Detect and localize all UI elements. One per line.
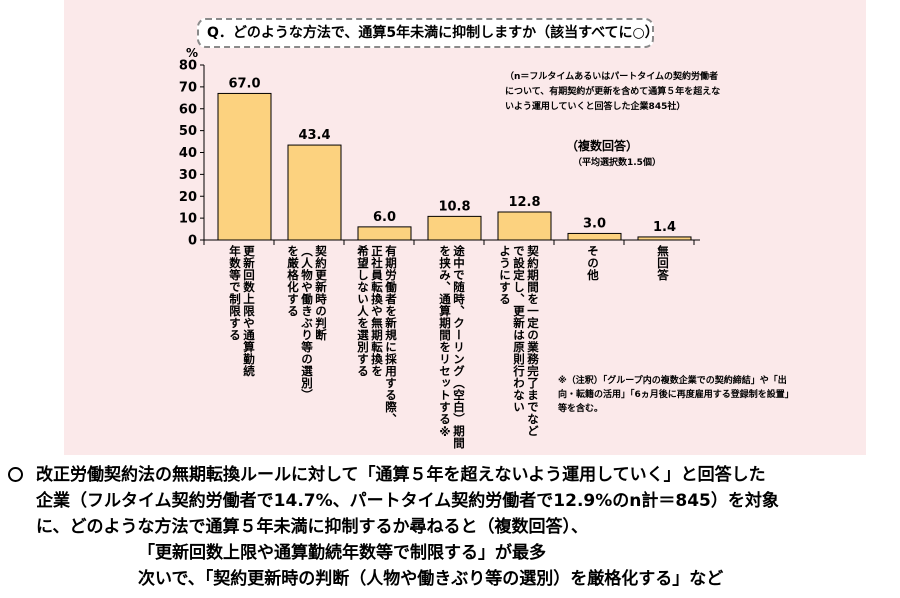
bar-value-label: 1.4: [653, 220, 676, 235]
sample-note: （n＝フルタイムあるいはパートタイムの契約労働者について、有期契約が更新を含めて…: [505, 72, 721, 112]
summary-text: 改正労働契約法の無期転換ルールに対して「通算５年を超えないよう運用していく」と回…: [8, 462, 898, 592]
summary-line-1: 改正労働契約法の無期転換ルールに対して「通算５年を超えないよう運用していく」と回…: [36, 465, 766, 485]
y-tick-label: 80: [179, 59, 197, 74]
y-tick-label: 50: [179, 124, 197, 139]
summary-line-2: 企業（フルタイム契約労働者で14.7%、パートタイム契約労働者で12.9%のn計…: [36, 491, 779, 511]
y-unit-label: %: [186, 46, 198, 60]
summary-line-5: 次いで、「契約更新時の判断（人物や働きぶり等の選別）を厳格化する」など: [138, 569, 724, 589]
category-label-6: その他: [586, 245, 600, 281]
category-label-4: 途中で随時、クーリング（空白）期間 を挟み、通算期間をリセットする※: [438, 245, 466, 449]
bullet-circle-icon: [8, 467, 23, 482]
bar-value-label: 67.0: [228, 76, 260, 91]
category-label-7: 無回答: [656, 245, 670, 281]
y-tick-label: 20: [179, 190, 197, 205]
summary-line-4: 「更新回数上限や通算勤続年数等で制限する」が最多: [138, 543, 546, 563]
multiple-answer-label: （複数回答）: [566, 139, 639, 153]
average-selections-label: （平均選択数1.5個）: [573, 158, 661, 168]
y-tick-label: 60: [179, 102, 197, 117]
y-tick-label: 0: [188, 234, 197, 249]
question-text: Q．どのような方法で、通算5年未満に抑制しますか（該当すべてに○）。: [197, 18, 654, 48]
bar: [567, 232, 622, 241]
bar-chart: 0 10 20 30 40 50 60 70 80% 67.0 43.4 6.0 10.8 12.8 3.…: [179, 46, 700, 249]
bar: [497, 211, 552, 241]
bar-value-label: 3.0: [583, 216, 606, 231]
y-tick-label: 70: [179, 80, 197, 95]
y-tick-label: 30: [179, 168, 197, 183]
bar-value-label: 10.8: [438, 199, 470, 214]
bar-value-label: 43.4: [298, 128, 330, 143]
category-label-2: 契約更新時の判断 （人物や働きぶり等の選別） を厳格化する: [286, 245, 328, 401]
bar: [427, 215, 482, 241]
category-label-3: 有期労働者を新規に採用する際、 正社員転換や無期転換を 希望しない人を選別する: [356, 245, 398, 425]
summary-line-3: に、どのような方法で通算５年未満に抑制するか尋ねると（複数回答）、: [36, 517, 588, 537]
bar-value-label: 6.0: [373, 210, 396, 225]
bar: [287, 144, 342, 241]
category-label-1: 更新回数上限や通算勤続 年数等で制限する: [228, 245, 256, 377]
bar: [217, 92, 272, 241]
bar-value-label: 12.8: [508, 195, 540, 210]
category-label-5: 契約期間を一定の業務完了までなど で設定し、更新は原則行わない ようにする: [498, 245, 540, 437]
bar: [357, 226, 412, 241]
footnote: ※（注釈）「グループ内の複数企業での契約締結」や「出向・転籍の活用」「6ヵ月後に…: [558, 376, 794, 414]
y-tick-label: 40: [179, 146, 197, 161]
bar: [637, 236, 692, 241]
y-tick-label: 10: [179, 212, 197, 227]
